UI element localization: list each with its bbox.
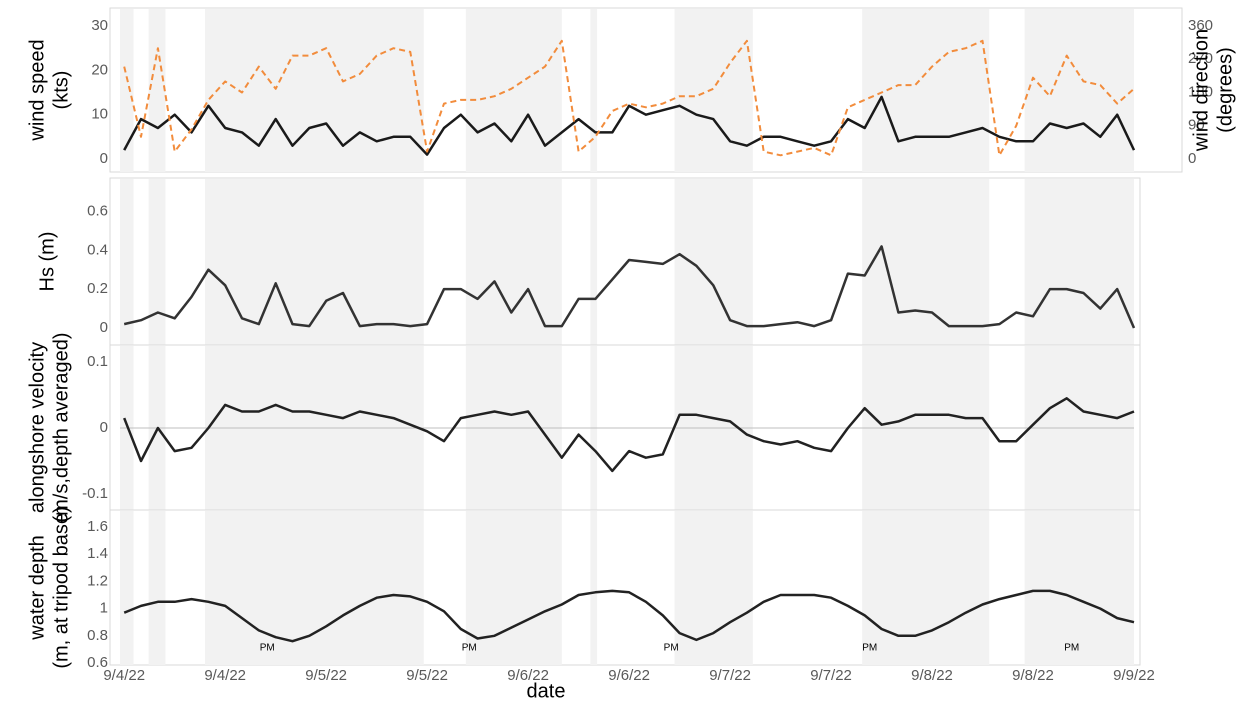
x-tick-label: 9/6/22 <box>507 667 549 684</box>
y-axis-title: wind speed <box>26 39 48 141</box>
y-tick-label: 1 <box>100 600 108 617</box>
data-line <box>123 95 1136 156</box>
y-tick-label: 10 <box>91 106 108 123</box>
y-axis-title: alongshore velocity <box>26 342 48 513</box>
data-line <box>123 397 1135 473</box>
y-tick-label: 1.6 <box>87 518 108 535</box>
y2-axis-title: wind direction <box>1190 29 1212 152</box>
y-axis-title: (m/s,depth averaged) <box>50 332 72 522</box>
y-tick-label: 0.6 <box>87 654 108 671</box>
y2-tick-label: 180 <box>1188 83 1213 100</box>
x-tick-label: 9/9/22 <box>1113 667 1155 684</box>
shaded-period <box>148 9 166 172</box>
x-tick-label: 9/8/22 <box>1012 667 1054 684</box>
shaded-period <box>1024 511 1134 665</box>
y-tick-label: 30 <box>91 17 108 34</box>
x-tick-label: 9/7/22 <box>709 667 751 684</box>
shaded-period <box>465 179 562 345</box>
shaded-period <box>148 511 166 665</box>
shaded-period <box>120 9 134 172</box>
shaded-period <box>465 9 562 172</box>
data-line <box>123 589 1135 643</box>
x-tick-label: 9/5/22 <box>406 667 448 684</box>
shaded-period <box>674 179 753 345</box>
shaded-period <box>1024 179 1134 345</box>
y-tick-label: -0.1 <box>82 485 108 502</box>
x-tick-label: 9/8/22 <box>911 667 953 684</box>
x-tick-label: 9/4/22 <box>103 667 145 684</box>
data-line <box>123 39 1135 157</box>
x-tick-label: 9/5/22 <box>305 667 347 684</box>
annotation: PM <box>260 643 275 654</box>
y-tick-label: 1.4 <box>87 545 108 562</box>
y-tick-label: 0.1 <box>87 353 108 370</box>
y-tick-label: 0.2 <box>87 280 108 297</box>
shaded-period <box>674 9 753 172</box>
shaded-period <box>862 9 990 172</box>
x-tick-label: 9/7/22 <box>810 667 852 684</box>
annotation: PM <box>862 643 877 654</box>
shaded-period <box>204 9 424 172</box>
y2-tick-label: 90 <box>1188 117 1205 134</box>
y-axis-title: water depth <box>26 535 48 641</box>
shaded-period <box>204 511 424 665</box>
y-tick-label: 0.8 <box>87 627 108 644</box>
shaded-period <box>862 179 990 345</box>
y2-axis-title: (degrees) <box>1214 47 1236 133</box>
y-tick-label: 1.2 <box>87 572 108 589</box>
y-tick-label: 0.4 <box>87 241 108 258</box>
y-tick-label: 0 <box>100 319 108 336</box>
y-tick-label: 0 <box>100 150 108 167</box>
y-tick-label: 0 <box>100 419 108 436</box>
shaded-period <box>120 179 134 345</box>
data-line <box>123 245 1136 329</box>
y-tick-label: 0.6 <box>87 202 108 219</box>
y2-tick-label: 270 <box>1188 50 1213 67</box>
shaded-period <box>465 511 562 665</box>
y-axis-title: (m, at tripod base) <box>50 506 72 668</box>
y-axis-title: (kts) <box>50 71 72 110</box>
y2-tick-label: 0 <box>1188 150 1196 167</box>
x-tick-label: 9/4/22 <box>204 667 246 684</box>
y-tick-label: 20 <box>91 61 108 78</box>
shaded-period <box>120 511 134 665</box>
x-axis-title: date <box>527 680 566 702</box>
shaded-period <box>590 9 598 172</box>
y2-tick-label: 360 <box>1188 17 1213 34</box>
shaded-period <box>590 179 598 345</box>
shaded-period <box>148 179 166 345</box>
shaded-period <box>674 511 753 665</box>
shaded-period <box>590 511 598 665</box>
shaded-period <box>862 511 990 665</box>
shaded-period <box>1024 9 1134 172</box>
y-axis-title: Hs (m) <box>36 232 58 292</box>
annotation: PM <box>462 643 477 654</box>
annotation: PM <box>664 643 679 654</box>
x-tick-label: 9/6/22 <box>608 667 650 684</box>
annotation: PM <box>1064 643 1079 654</box>
